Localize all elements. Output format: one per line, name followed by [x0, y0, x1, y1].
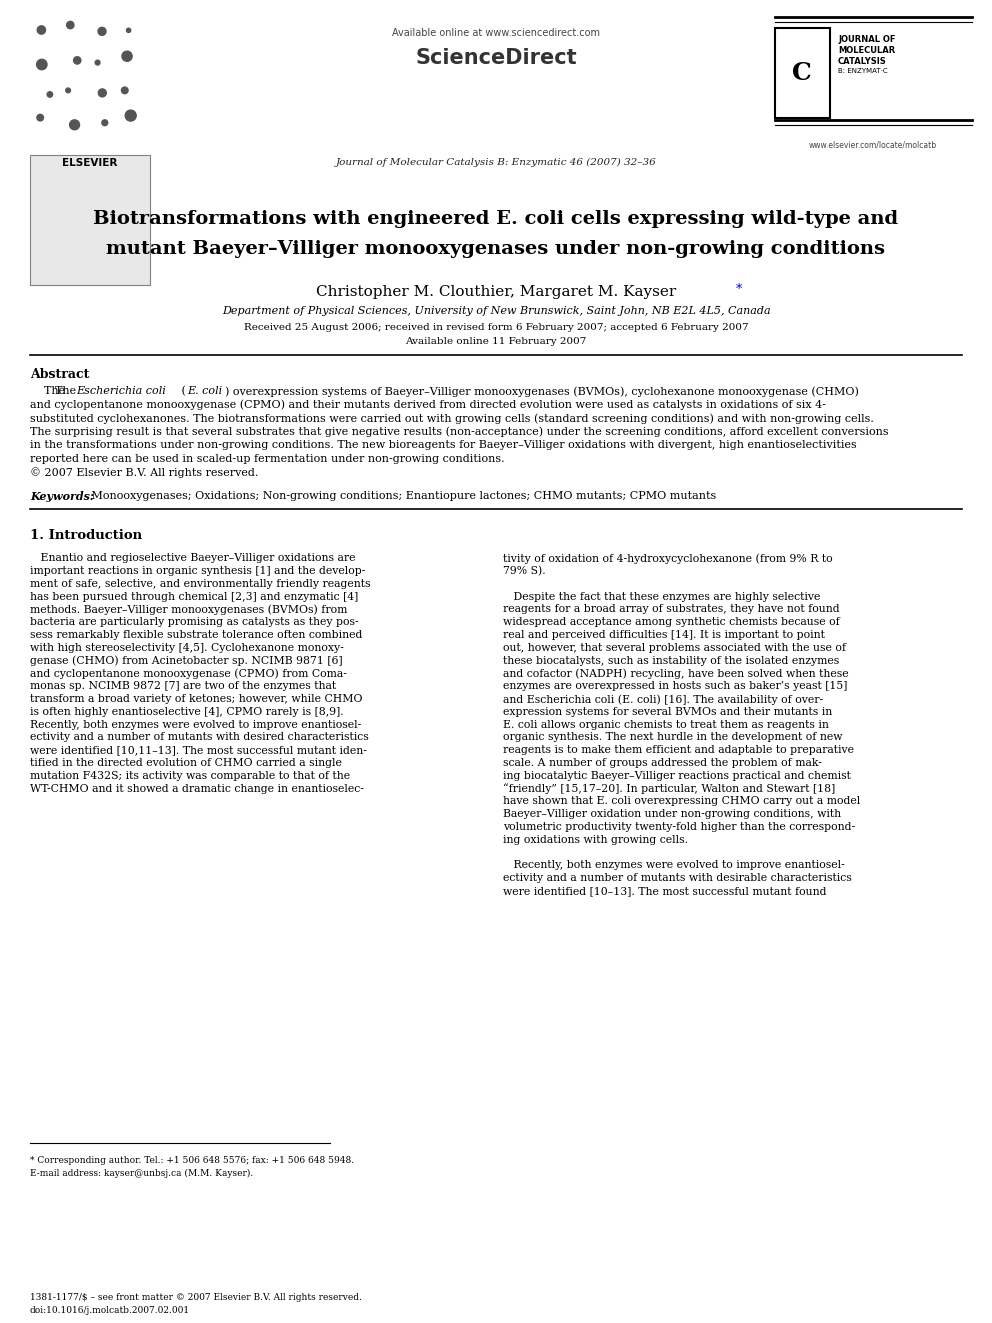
Circle shape	[93, 22, 100, 30]
Text: and cyclopentanone monooxygenase (CPMO) from Coma-: and cyclopentanone monooxygenase (CPMO) …	[30, 668, 347, 679]
Text: have shown that E. coli overexpressing CHMO carry out a model: have shown that E. coli overexpressing C…	[503, 796, 860, 807]
Text: in the transformations under non-growing conditions. The new bioreagents for Bae: in the transformations under non-growing…	[30, 441, 857, 450]
Text: sess remarkably flexible substrate tolerance often combined: sess remarkably flexible substrate toler…	[30, 630, 362, 640]
Circle shape	[101, 57, 109, 64]
Circle shape	[39, 118, 45, 123]
Text: Department of Physical Sciences, University of New Brunswick, Saint John, NB E2L: Department of Physical Sciences, Univers…	[221, 306, 771, 316]
Text: these biocatalysts, such as instability of the isolated enzymes: these biocatalysts, such as instability …	[503, 656, 839, 665]
Text: ) overexpression systems of Baeyer–Villiger monooxygenases (BVMOs), cyclohexanon: ) overexpression systems of Baeyer–Villi…	[225, 386, 859, 397]
Text: and Escherichia coli (E. coli) [16]. The availability of over-: and Escherichia coli (E. coli) [16]. The…	[503, 695, 823, 705]
Text: widespread acceptance among synthetic chemists because of: widespread acceptance among synthetic ch…	[503, 618, 840, 627]
Text: important reactions in organic synthesis [1] and the develop-: important reactions in organic synthesis…	[30, 566, 365, 576]
Text: reagents is to make them efficient and adaptable to preparative: reagents is to make them efficient and a…	[503, 745, 854, 755]
Text: is often highly enantioselective [4], CPMO rarely is [8,9].: is often highly enantioselective [4], CP…	[30, 706, 343, 717]
Text: doi:10.1016/j.molcatb.2007.02.001: doi:10.1016/j.molcatb.2007.02.001	[30, 1306, 190, 1315]
Text: Recently, both enzymes were evolved to improve enantiosel-: Recently, both enzymes were evolved to i…	[503, 860, 845, 871]
Text: Recently, both enzymes were evolved to improve enantiosel-: Recently, both enzymes were evolved to i…	[30, 720, 361, 730]
Text: ectivity and a number of mutants with desirable characteristics: ectivity and a number of mutants with de…	[503, 873, 852, 884]
Text: enzymes are overexpressed in hosts such as baker’s yeast [15]: enzymes are overexpressed in hosts such …	[503, 681, 847, 692]
Text: MOLECULAR: MOLECULAR	[838, 46, 895, 56]
Text: volumetric productivity twenty-fold higher than the correspond-: volumetric productivity twenty-fold high…	[503, 822, 855, 832]
Text: 79% S).: 79% S).	[503, 566, 546, 577]
Text: Escherichia coli: Escherichia coli	[76, 386, 166, 396]
Text: Available online 11 February 2007: Available online 11 February 2007	[406, 337, 586, 347]
Text: tified in the directed evolution of CHMO carried a single: tified in the directed evolution of CHMO…	[30, 758, 342, 769]
Text: Baeyer–Villiger oxidation under non-growing conditions, with: Baeyer–Villiger oxidation under non-grow…	[503, 810, 841, 819]
Text: tivity of oxidation of 4-hydroxycyclohexanone (from 9% R to: tivity of oxidation of 4-hydroxycyclohex…	[503, 553, 832, 564]
FancyBboxPatch shape	[30, 155, 150, 284]
Text: reagents for a broad array of substrates, they have not found: reagents for a broad array of substrates…	[503, 605, 839, 614]
Text: The: The	[55, 386, 79, 396]
Text: scale. A number of groups addressed the problem of mak-: scale. A number of groups addressed the …	[503, 758, 822, 769]
Text: with high stereoselectivity [4,5]. Cyclohexanone monoxy-: with high stereoselectivity [4,5]. Cyclo…	[30, 643, 344, 652]
Text: Enantio and regioselective Baeyer–Villiger oxidations are: Enantio and regioselective Baeyer–Villig…	[30, 553, 355, 564]
Text: transform a broad variety of ketones; however, while CHMO: transform a broad variety of ketones; ho…	[30, 695, 362, 704]
Text: mutant Baeyer–Villiger monooxygenases under non-growing conditions: mutant Baeyer–Villiger monooxygenases un…	[106, 239, 886, 258]
Text: and cofactor (NADPH) recycling, have been solved when these: and cofactor (NADPH) recycling, have bee…	[503, 668, 848, 679]
Text: The surprising result is that several substrates that give negative results (non: The surprising result is that several su…	[30, 426, 889, 437]
Circle shape	[128, 81, 139, 93]
Circle shape	[64, 57, 74, 67]
Text: * Corresponding author. Tel.: +1 506 648 5576; fax: +1 506 648 5948.: * Corresponding author. Tel.: +1 506 648…	[30, 1156, 354, 1166]
Circle shape	[121, 114, 128, 122]
Text: Keywords:: Keywords:	[30, 491, 94, 503]
Text: Abstract: Abstract	[30, 368, 89, 381]
Circle shape	[74, 116, 79, 122]
Text: (: (	[178, 386, 186, 397]
Text: genase (CHMO) from Acinetobacter sp. NCIMB 9871 [6]: genase (CHMO) from Acinetobacter sp. NCI…	[30, 656, 342, 667]
Circle shape	[41, 85, 51, 95]
Text: bacteria are particularly promising as catalysts as they pos-: bacteria are particularly promising as c…	[30, 618, 359, 627]
Text: Biotransformations with engineered E. coli cells expressing wild-type and: Biotransformations with engineered E. co…	[93, 210, 899, 228]
Text: E. coli allows organic chemists to treat them as reagents in: E. coli allows organic chemists to treat…	[503, 720, 829, 730]
Text: *: *	[736, 283, 742, 296]
Text: expression systems for several BVMOs and their mutants in: expression systems for several BVMOs and…	[503, 706, 832, 717]
Text: E-mail address: kayser@unbsj.ca (M.M. Kayser).: E-mail address: kayser@unbsj.ca (M.M. Ka…	[30, 1170, 253, 1177]
Circle shape	[73, 86, 78, 91]
Text: © 2007 Elsevier B.V. All rights reserved.: © 2007 Elsevier B.V. All rights reserved…	[30, 467, 258, 478]
Text: WT-CHMO and it showed a dramatic change in enantioselec-: WT-CHMO and it showed a dramatic change …	[30, 783, 364, 794]
Circle shape	[98, 89, 106, 97]
Circle shape	[70, 25, 75, 29]
Text: Monooxygenases; Oxidations; Non-growing conditions; Enantiopure lactones; CHMO m: Monooxygenases; Oxidations; Non-growing …	[88, 491, 716, 501]
Text: ScienceDirect: ScienceDirect	[416, 48, 576, 67]
Text: reported here can be used in scaled-up fermentation under non-growing conditions: reported here can be used in scaled-up f…	[30, 454, 505, 463]
Text: B: ENZYMAT·C: B: ENZYMAT·C	[838, 67, 888, 74]
Circle shape	[126, 53, 136, 62]
Text: ectivity and a number of mutants with desired characteristics: ectivity and a number of mutants with de…	[30, 733, 369, 742]
Bar	[775, 28, 830, 118]
Text: organic synthesis. The next hurdle in the development of new: organic synthesis. The next hurdle in th…	[503, 733, 842, 742]
Text: Despite the fact that these enzymes are highly selective: Despite the fact that these enzymes are …	[503, 591, 820, 602]
Text: out, however, that several problems associated with the use of: out, however, that several problems asso…	[503, 643, 846, 652]
Text: monas sp. NCIMB 9872 [7] are two of the enzymes that: monas sp. NCIMB 9872 [7] are two of the …	[30, 681, 336, 692]
Text: and cyclopentanone monooxygenase (CPMO) and their mutants derived from directed : and cyclopentanone monooxygenase (CPMO) …	[30, 400, 826, 410]
Text: has been pursued through chemical [2,3] and enzymatic [4]: has been pursued through chemical [2,3] …	[30, 591, 358, 602]
Text: www.elsevier.com/locate/molcatb: www.elsevier.com/locate/molcatb	[808, 140, 937, 149]
Text: 1381-1177/$ – see front matter © 2007 Elsevier B.V. All rights reserved.: 1381-1177/$ – see front matter © 2007 El…	[30, 1293, 362, 1302]
Text: JOURNAL OF: JOURNAL OF	[838, 34, 896, 44]
Text: Received 25 August 2006; received in revised form 6 February 2007; accepted 6 Fe: Received 25 August 2006; received in rev…	[244, 323, 748, 332]
Text: Available online at www.sciencedirect.com: Available online at www.sciencedirect.co…	[392, 28, 600, 38]
Text: C: C	[792, 61, 811, 85]
Text: substituted cyclohexanones. The biotransformations were carried out with growing: substituted cyclohexanones. The biotrans…	[30, 413, 874, 423]
Text: Christopher M. Clouthier, Margaret M. Kayser: Christopher M. Clouthier, Margaret M. Ka…	[315, 284, 677, 299]
Text: ing biocatalytic Baeyer–Villiger reactions practical and chemist: ing biocatalytic Baeyer–Villiger reactio…	[503, 771, 851, 781]
Text: methods. Baeyer–Villiger monooxygenases (BVMOs) from: methods. Baeyer–Villiger monooxygenases …	[30, 605, 347, 615]
Text: ment of safe, selective, and environmentally friendly reagents: ment of safe, selective, and environment…	[30, 579, 370, 589]
Circle shape	[93, 118, 100, 124]
Text: Journal of Molecular Catalysis B: Enzymatic 46 (2007) 32–36: Journal of Molecular Catalysis B: Enzyma…	[335, 157, 657, 167]
Text: real and perceived difficulties [14]. It is important to point: real and perceived difficulties [14]. It…	[503, 630, 825, 640]
Circle shape	[44, 60, 49, 64]
Text: were identified [10–13]. The most successful mutant found: were identified [10–13]. The most succes…	[503, 886, 826, 896]
Text: 1. Introduction: 1. Introduction	[30, 529, 142, 542]
Text: ing oxidations with growing cells.: ing oxidations with growing cells.	[503, 835, 688, 845]
Text: ELSEVIER: ELSEVIER	[62, 157, 118, 168]
Text: E. coli: E. coli	[187, 386, 222, 396]
Text: CATALYSIS: CATALYSIS	[838, 57, 887, 66]
Circle shape	[120, 26, 131, 37]
Text: “friendly” [15,17–20]. In particular, Walton and Stewart [18]: “friendly” [15,17–20]. In particular, Wa…	[503, 783, 835, 795]
Circle shape	[38, 30, 46, 37]
Text: The: The	[30, 386, 68, 396]
Text: were identified [10,11–13]. The most successful mutant iden-: were identified [10,11–13]. The most suc…	[30, 745, 367, 755]
Text: mutation F432S; its activity was comparable to that of the: mutation F432S; its activity was compara…	[30, 771, 350, 781]
